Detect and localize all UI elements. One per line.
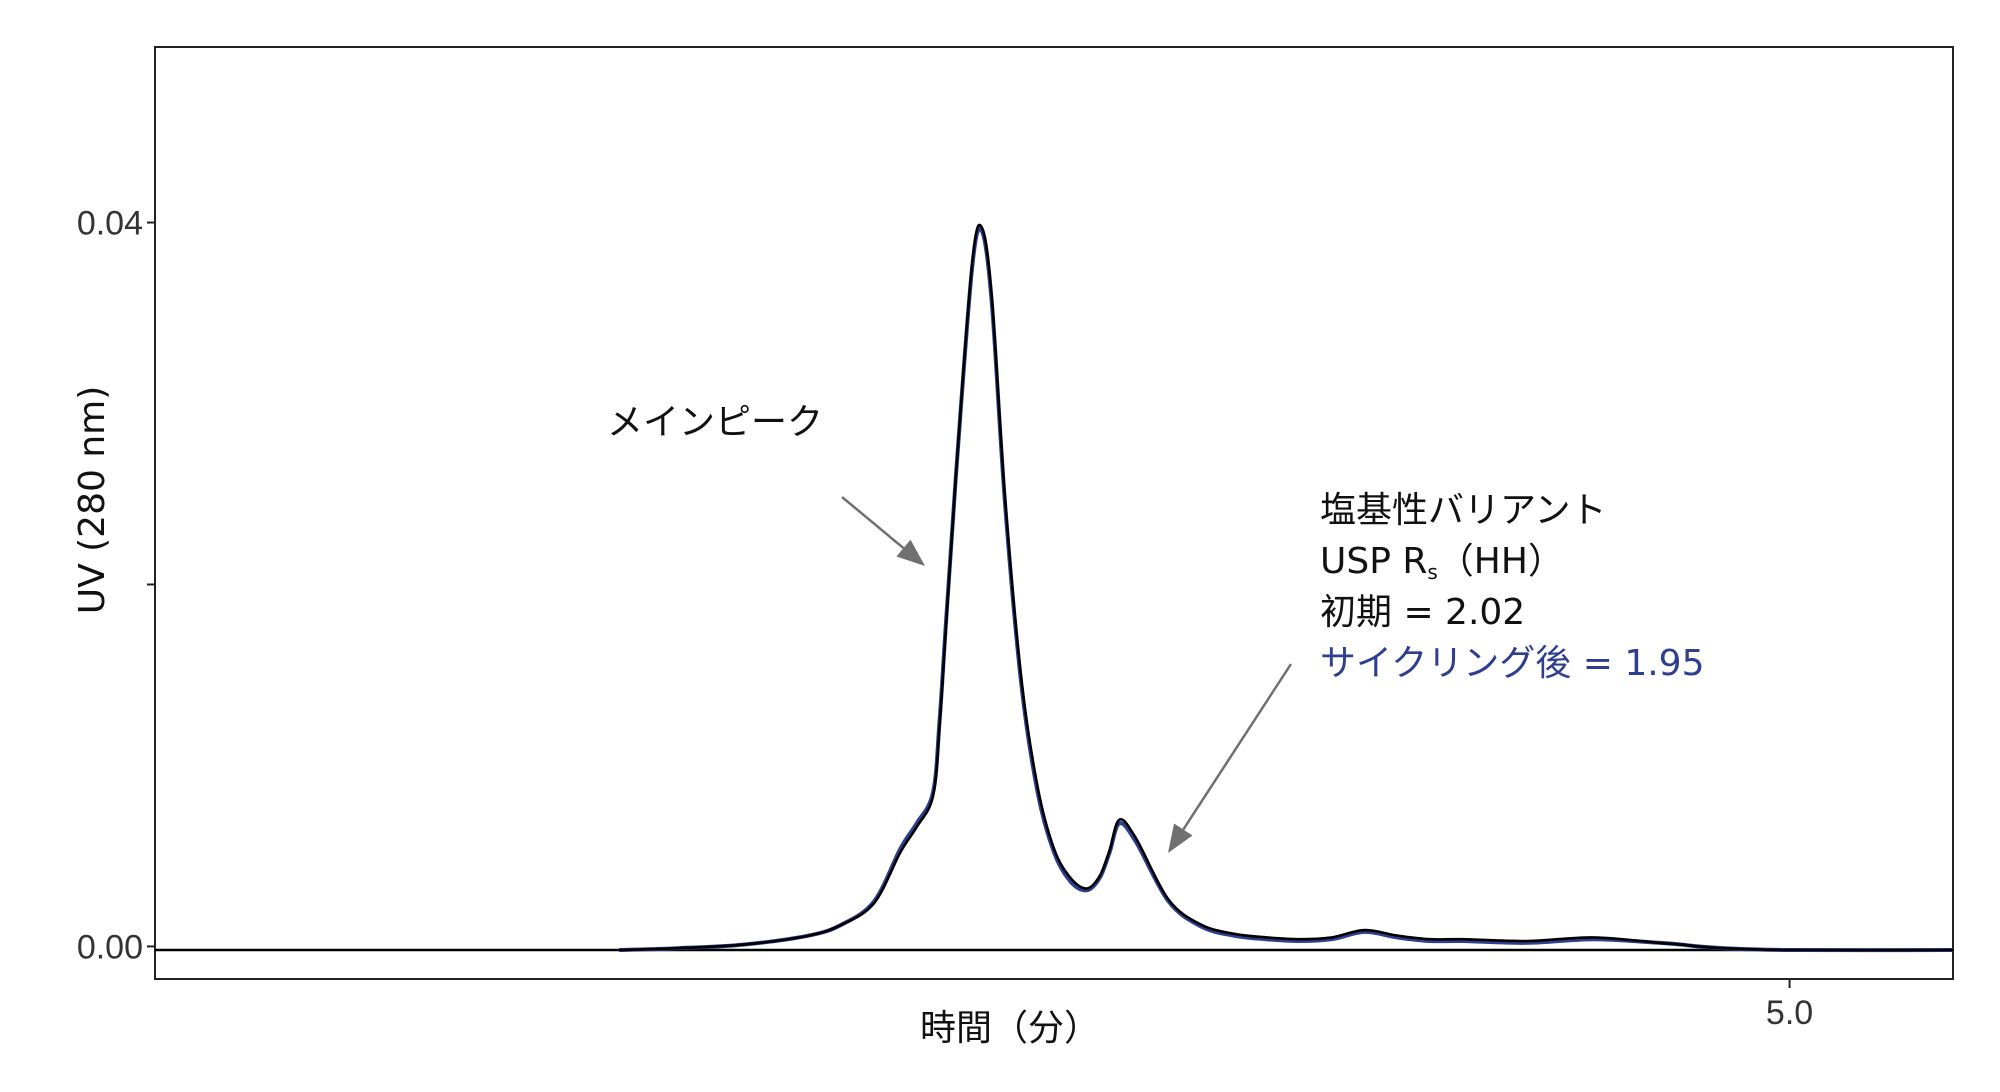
x-tick-label: 5.0	[1766, 994, 1813, 1032]
series-line-1	[619, 226, 1954, 953]
x-axis-title: 時間（分）	[920, 1008, 1100, 1049]
series-group	[619, 223, 1954, 953]
after-cycling-value: サイクリング後 = 1.95	[1320, 643, 1705, 684]
main-peak-label: メインピーク	[607, 402, 823, 443]
usp-suffix: （HH）	[1438, 541, 1564, 582]
initial-value: 初期 = 2.02	[1320, 592, 1525, 633]
variant-annotation: 塩基性バリアント USP Rs（HH） 初期 = 2.02 サイクリング後 = …	[1320, 490, 1705, 684]
y-tick-label: 0.04	[77, 205, 143, 243]
y-tick-label: 0.00	[77, 928, 143, 966]
x-axis: 5.0	[1766, 979, 1813, 1032]
annotation-arrows	[841, 496, 1293, 853]
plot-frame	[154, 46, 1954, 980]
usp-rs-line: USP Rs（HH）	[1320, 541, 1564, 584]
usp-prefix: USP R	[1320, 541, 1427, 582]
variant-peak-arrow	[1168, 663, 1293, 853]
y-axis-title: UV (280 nm)	[72, 386, 113, 615]
y-axis: 0.00 0.04	[77, 205, 155, 966]
usp-subscript: s	[1427, 560, 1437, 584]
series-line-2	[619, 223, 1954, 952]
main-peak-arrow	[841, 496, 925, 566]
variant-title: 塩基性バリアント	[1320, 490, 1607, 531]
